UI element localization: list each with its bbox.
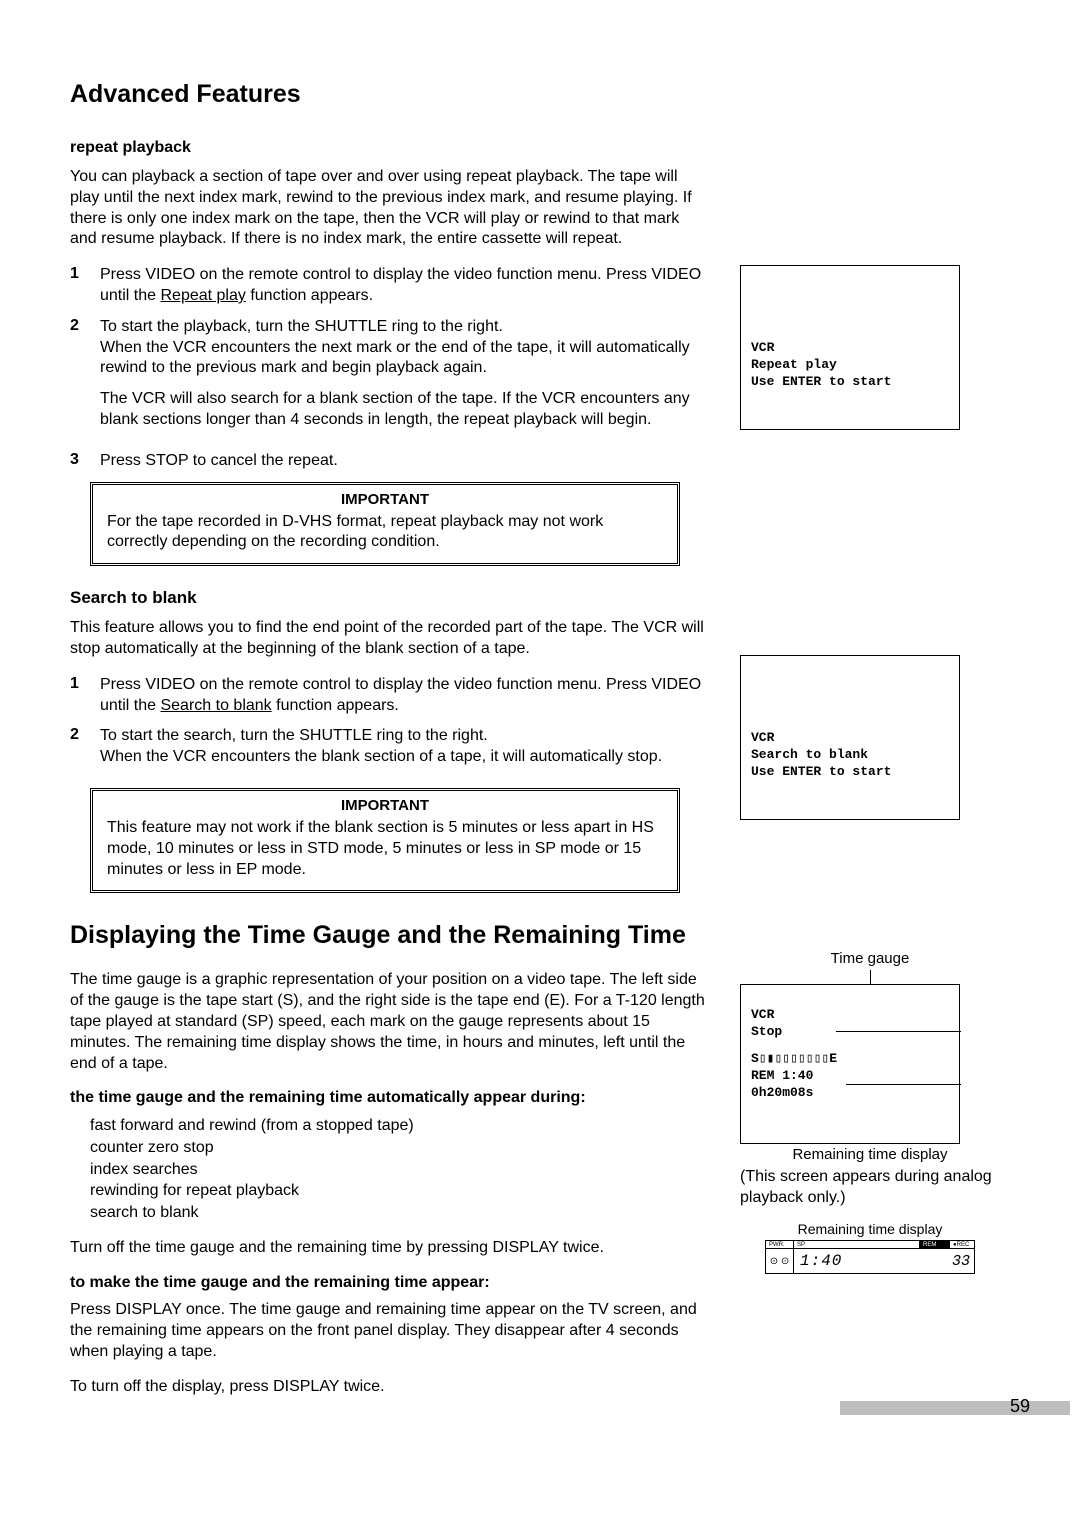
important-text: This feature may not work if the blank s… bbox=[107, 818, 663, 880]
list-item: counter zero stop bbox=[90, 1137, 710, 1159]
important-text: For the tape recorded in D-VHS format, r… bbox=[107, 512, 663, 554]
screen-line: VCR bbox=[751, 1007, 949, 1024]
screen-line: 0h20m08s bbox=[751, 1085, 949, 1102]
search-intro: This feature allows you to find the end … bbox=[70, 618, 710, 660]
lcd-rem: REM bbox=[920, 1241, 950, 1248]
timegauge-make-text: Press DISPLAY once. The time gauge and r… bbox=[70, 1300, 710, 1362]
footer-bar bbox=[840, 1401, 1070, 1415]
timegauge-intro: The time gauge is a graphic representati… bbox=[70, 970, 710, 1074]
repeat-important-box: IMPORTANT For the tape recorded in D-VHS… bbox=[90, 482, 680, 567]
gauge-caption: Remaining time display bbox=[740, 1146, 1000, 1163]
search-title: Search to blank bbox=[70, 588, 710, 608]
screen-line: Use ENTER to start bbox=[751, 374, 949, 391]
timegauge-list-title: the time gauge and the remaining time au… bbox=[70, 1089, 710, 1107]
step-body: To start the search, turn the SHUTTLE ri… bbox=[100, 726, 662, 778]
lcd-sp: SP bbox=[794, 1241, 920, 1248]
timegauge-list: fast forward and rewind (from a stopped … bbox=[90, 1115, 710, 1223]
list-item: search to blank bbox=[90, 1202, 710, 1224]
important-heading: IMPORTANT bbox=[107, 797, 663, 814]
timegauge-make-title: to make the time gauge and the remaining… bbox=[70, 1274, 710, 1292]
step-body: To start the playback, turn the SHUTTLE … bbox=[100, 317, 710, 441]
lcd-channel: 33 bbox=[948, 1253, 974, 1270]
important-heading: IMPORTANT bbox=[107, 491, 663, 508]
screen-line: Repeat play bbox=[751, 357, 949, 374]
lcd-time: 1:40 bbox=[794, 1252, 948, 1270]
screen-line: Use ENTER to start bbox=[751, 764, 949, 781]
timegauge-turnoff: To turn off the display, press DISPLAY t… bbox=[70, 1377, 710, 1398]
page-title: Advanced Features bbox=[70, 80, 710, 109]
step-body: Press VIDEO on the remote control to dis… bbox=[100, 265, 710, 307]
step: 3Press STOP to cancel the repeat. bbox=[70, 451, 710, 472]
list-item: index searches bbox=[90, 1159, 710, 1181]
lcd-rec: ●REC bbox=[950, 1241, 974, 1248]
repeat-title: repeat playback bbox=[70, 139, 710, 157]
cassette-icon: ⊙ ⊙ bbox=[766, 1249, 794, 1274]
step-number: 2 bbox=[70, 317, 100, 441]
step: 2To start the playback, turn the SHUTTLE… bbox=[70, 317, 710, 441]
lcd-panel: PWR. SP REM ●REC ⊙ ⊙ 1:40 33 bbox=[765, 1240, 975, 1274]
step-number: 3 bbox=[70, 451, 100, 472]
gauge-label: Time gauge bbox=[740, 950, 1000, 967]
step-number: 1 bbox=[70, 675, 100, 717]
screen-gauge: VCR Stop S▯▮▯▯▯▯▯▯▯E REM 1:40 0h20m08s bbox=[740, 984, 960, 1144]
step: 1Press VIDEO on the remote control to di… bbox=[70, 265, 710, 307]
lcd-pwr: PWR. bbox=[766, 1241, 794, 1248]
repeat-intro: You can playback a section of tape over … bbox=[70, 167, 710, 250]
screen-repeat: VCR Repeat play Use ENTER to start bbox=[740, 265, 960, 430]
screen-line: VCR bbox=[751, 340, 949, 357]
screen-search: VCR Search to blank Use ENTER to start bbox=[740, 655, 960, 820]
step-body: Press VIDEO on the remote control to dis… bbox=[100, 675, 710, 717]
step-number: 2 bbox=[70, 726, 100, 778]
list-item: fast forward and rewind (from a stopped … bbox=[90, 1115, 710, 1137]
screen-line: VCR bbox=[751, 730, 949, 747]
timegauge-heading: Displaying the Time Gauge and the Remain… bbox=[70, 921, 710, 950]
screen-line: REM 1:40 bbox=[751, 1068, 949, 1085]
step-number: 1 bbox=[70, 265, 100, 307]
gauge-bar: S▯▮▯▯▯▯▯▯▯E bbox=[751, 1051, 949, 1068]
screen-line: Stop bbox=[751, 1024, 949, 1041]
screen-line: Search to blank bbox=[751, 747, 949, 764]
step-body: Press STOP to cancel the repeat. bbox=[100, 451, 338, 472]
gauge-note: (This screen appears during analog playb… bbox=[740, 1167, 1000, 1209]
list-item: rewinding for repeat playback bbox=[90, 1180, 710, 1202]
page-number: 59 bbox=[1010, 1396, 1030, 1417]
search-important-box: IMPORTANT This feature may not work if t… bbox=[90, 788, 680, 893]
lcd-caption: Remaining time display bbox=[740, 1221, 1000, 1237]
timegauge-after: Turn off the time gauge and the remainin… bbox=[70, 1238, 710, 1259]
step: 2To start the search, turn the SHUTTLE r… bbox=[70, 726, 710, 778]
step: 1Press VIDEO on the remote control to di… bbox=[70, 675, 710, 717]
